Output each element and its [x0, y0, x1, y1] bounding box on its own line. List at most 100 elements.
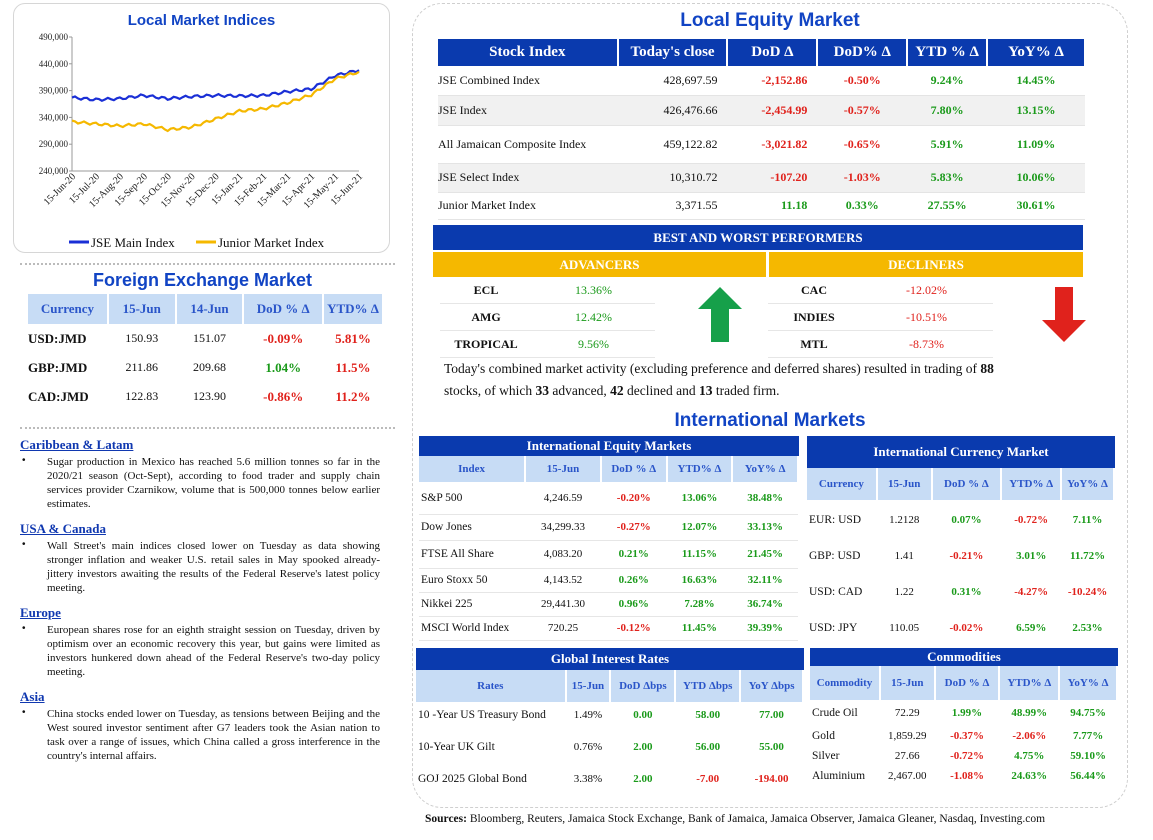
- y-tick-label: 490,000: [39, 32, 69, 42]
- table-cell: 11.45%: [666, 616, 733, 641]
- table-cell: 59.10%: [1070, 750, 1106, 762]
- table-row: USD: JPY 110.05 -0.02% 6.59% 2.53%: [807, 612, 1114, 644]
- table-cell: 11.18: [727, 192, 818, 220]
- table-row: FTSE All Share 4,083.20 0.21% 11.15% 21.45%: [419, 540, 798, 569]
- table-cell: 12.07%: [666, 514, 733, 541]
- performer-name: AMG: [471, 309, 501, 324]
- news-block: Europe • European shares rose for an eight…: [20, 605, 380, 679]
- table-row: Dow Jones 34,299.33 -0.27% 12.07% 33.13%: [419, 514, 798, 541]
- table-cell: 7.11%: [1072, 514, 1103, 526]
- table-cell: 11.5%: [335, 359, 371, 375]
- table-title: International Currency Market: [807, 436, 1115, 468]
- table-cell: EUR: USD: [809, 514, 862, 526]
- performer-name: ECL: [473, 282, 499, 297]
- legend-label: JSE Main Index: [91, 235, 175, 250]
- column-header: YoY% Δ: [1059, 666, 1118, 700]
- column-header: Currency: [28, 294, 109, 324]
- table-cell: -0.50%: [817, 66, 908, 96]
- news-region-heading: Caribbean & Latam: [20, 437, 134, 452]
- news-bullet: • China stocks ended lower on Tuesday, as…: [20, 707, 380, 763]
- column-header: DoD % Δ: [600, 456, 668, 482]
- table-row: 10-Year UK Gilt 0.76% 2.00 56.00 55.00: [416, 728, 803, 766]
- table-cell: 150.93: [125, 331, 159, 345]
- table-cell: 1.22: [894, 586, 914, 598]
- table-cell: 1.49%: [573, 709, 603, 721]
- intl-equity-panel: International Equity Markets Index 15-Jun D…: [419, 436, 799, 641]
- advancers-header: ADVANCERS: [433, 252, 766, 277]
- legend-label: Junior Market Index: [218, 235, 325, 250]
- table-cell: 0.07%: [951, 514, 982, 526]
- column-header: YTD Δbps: [675, 670, 742, 702]
- table-cell: 13.06%: [666, 482, 733, 515]
- table-cell: 0.26%: [600, 568, 667, 593]
- table-cell: FTSE All Share: [419, 540, 526, 569]
- local-equity-title: Local Equity Market: [680, 10, 860, 31]
- performer-row: MTL -8.73%: [768, 331, 993, 358]
- table-cell: -4.27%: [1014, 586, 1049, 598]
- table-cell: 122.83: [125, 389, 159, 403]
- table-cell: Dow Jones: [419, 514, 526, 541]
- table-cell: 7.28%: [666, 592, 733, 617]
- table-cell: -0.21%: [949, 550, 984, 562]
- table-cell: -2.06%: [1012, 730, 1047, 742]
- table-cell: 5.83%: [907, 163, 988, 193]
- y-tick-label: 340,000: [39, 112, 69, 122]
- table-row: GBP:JMD 211.86 209.68 1.04% 11.5%: [28, 353, 383, 382]
- column-header: YTD% Δ: [666, 456, 734, 482]
- table-cell: 55.00: [759, 741, 784, 753]
- news-region-heading: Asia: [20, 689, 45, 704]
- table-cell: 1,859.29: [888, 730, 927, 742]
- table-cell: 459,122.82: [617, 125, 728, 164]
- news-section: Caribbean & Latam • Sugar production in Me…: [20, 437, 380, 773]
- news-block: Asia • China stocks ended lower on Tuesday…: [20, 689, 380, 763]
- column-header: DoD% Δ: [817, 39, 909, 66]
- table-cell: -10.24%: [1067, 586, 1108, 598]
- table-cell: 21.45%: [732, 540, 798, 569]
- series-line-junior: [71, 70, 360, 133]
- column-header: DoD Δbps: [610, 670, 677, 702]
- column-header: DoD % Δ: [931, 468, 1003, 500]
- table-cell: -0.09%: [263, 330, 304, 346]
- column-header: DoD % Δ: [243, 294, 325, 324]
- data-table: Commodity 15-Jun DoD % Δ YTD% Δ YoY% Δ Crude …: [810, 666, 1118, 786]
- bullet-icon: •: [22, 623, 26, 634]
- table-cell: 32.11%: [732, 568, 798, 593]
- performer-change: 9.56%: [578, 336, 609, 351]
- news-bullet: • Wall Street's main indices closed lower…: [20, 539, 380, 595]
- table-cell: 72.29: [894, 707, 920, 719]
- table-cell: -0.20%: [600, 482, 667, 515]
- table-cell: 27.55%: [907, 192, 988, 220]
- column-header: Rates: [416, 670, 567, 702]
- table-cell: Silver: [812, 750, 840, 762]
- table-cell: 4.75%: [1014, 750, 1045, 762]
- table-cell: -0.37%: [950, 730, 985, 742]
- table-row: All Jamaican Composite Index 459,122.82 -3…: [438, 125, 1085, 164]
- table-cell: 11.72%: [1069, 550, 1106, 562]
- table-cell: 77.00: [759, 709, 784, 721]
- right-panel: [412, 3, 1128, 808]
- table-cell: Junior Market Index: [438, 192, 618, 220]
- column-header: Stock Index: [438, 39, 619, 66]
- table-row: JSE Select Index 10,310.72 -107.20 -1.03% 5.…: [438, 163, 1085, 193]
- table-cell: -3,021.82: [727, 125, 818, 164]
- table-cell: 10.06%: [987, 163, 1085, 193]
- table-cell: -0.02%: [949, 622, 984, 634]
- line-chart: 490,000 440,000 390,000 340,000 290,000 240,0…: [39, 32, 365, 250]
- table-title: Global Interest Rates: [416, 648, 804, 670]
- table-row: CAD:JMD 122.83 123.90 -0.86% 11.2%: [28, 382, 383, 411]
- news-region-heading: USA & Canada: [20, 521, 106, 536]
- activity-total: 88: [980, 361, 994, 376]
- y-tick-label: 390,000: [39, 86, 69, 96]
- table-cell: JSE Index: [438, 95, 618, 126]
- performer-name: INDIES: [793, 309, 835, 324]
- decliners-list: CAC -12.02% INDIES -10.51% MTL -8.73%: [768, 277, 993, 358]
- bullet-icon: •: [22, 455, 26, 466]
- news-block: USA & Canada • Wall Street's main indices …: [20, 521, 380, 595]
- news-text: Wall Street's main indices closed lower …: [47, 540, 380, 594]
- table-cell: 5.81%: [335, 330, 371, 346]
- table-row: GBP: USD 1.41 -0.21% 3.01% 11.72%: [807, 540, 1114, 572]
- table-row: S&P 500 4,246.59 -0.20% 13.06% 38.48%: [419, 482, 798, 515]
- table-cell: Gold: [812, 730, 835, 742]
- activity-text-1: Today's combined market activity (exclud…: [444, 361, 981, 376]
- table-row: EUR: USD 1.2128 0.07% -0.72% 7.11%: [807, 500, 1114, 540]
